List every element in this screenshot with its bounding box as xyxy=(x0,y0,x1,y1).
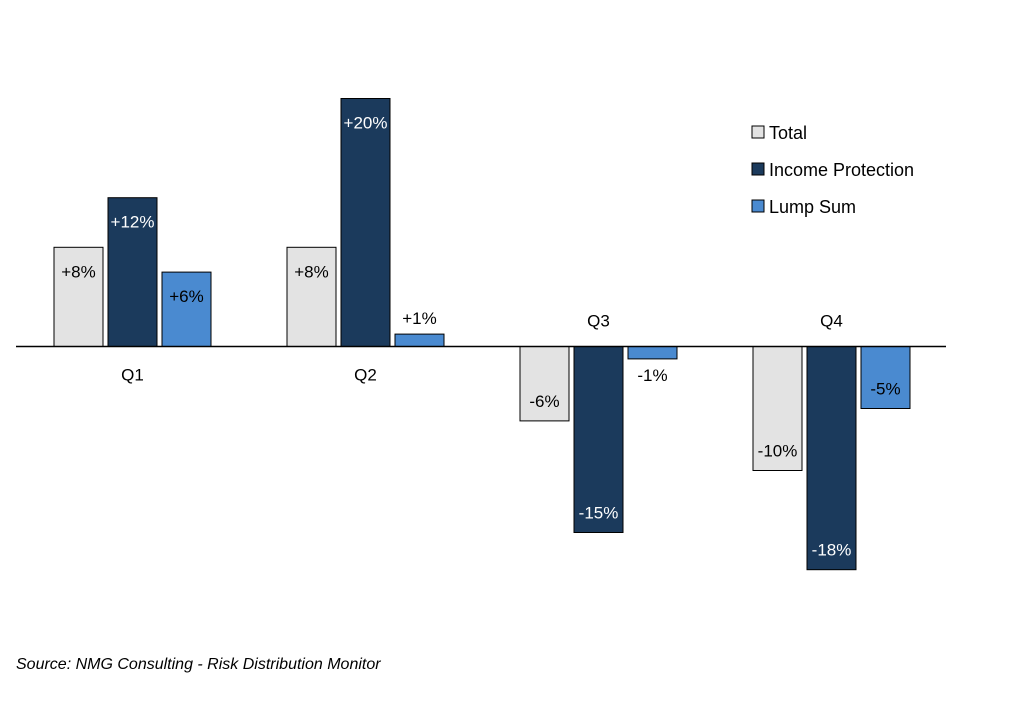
bar-q1-total xyxy=(53,246,104,347)
bar-q3-lump-sum xyxy=(627,346,678,360)
bars-layer xyxy=(53,98,911,571)
bar-q2-lump-sum xyxy=(394,333,445,348)
bar-q3-income-protection xyxy=(573,346,624,533)
category-label-q4: Q4 xyxy=(820,312,843,331)
bar-q1-income-protection xyxy=(107,197,158,347)
data-label-q2-total: +8% xyxy=(294,262,329,281)
bar-q4-income-protection xyxy=(806,346,857,571)
category-label-q2: Q2 xyxy=(354,366,377,385)
bar-q1-lump-sum xyxy=(161,271,212,348)
data-label-q3-income-protection: -15% xyxy=(579,504,619,523)
category-label-q1: Q1 xyxy=(121,366,144,385)
bar-q4-total xyxy=(752,346,803,471)
legend-label-total: Total xyxy=(769,123,807,143)
legend-label-income-protection: Income Protection xyxy=(769,160,914,180)
data-label-q1-income-protection: +12% xyxy=(111,213,155,232)
data-label-q3-total: -6% xyxy=(529,392,559,411)
data-label-q2-income-protection: +20% xyxy=(344,114,388,133)
data-label-q1-lump-sum: +6% xyxy=(169,287,204,306)
legend: Total Income Protection Lump Sum xyxy=(751,123,914,217)
data-label-q2-lump-sum: +1% xyxy=(402,309,437,328)
source-note: Source: NMG Consulting - Risk Distributi… xyxy=(16,656,381,673)
bar-q4-lump-sum xyxy=(860,346,911,409)
legend-label-lump-sum: Lump Sum xyxy=(769,197,856,217)
labels-layer: +8% +12% +6% Q1 +8% +20% +1% Q2 -6% -15% -1% Q3 -10%… xyxy=(61,114,900,560)
bar-q3-total xyxy=(519,346,570,422)
data-label-q4-total: -10% xyxy=(758,442,798,461)
bar-q2-income-protection xyxy=(340,98,391,347)
data-label-q3-lump-sum: -1% xyxy=(637,366,667,385)
category-label-q3: Q3 xyxy=(587,312,610,331)
legend-swatch-income-protection xyxy=(751,162,765,176)
legend-swatch-lump-sum xyxy=(751,199,765,213)
data-label-q1-total: +8% xyxy=(61,262,96,281)
data-label-q4-income-protection: -18% xyxy=(812,541,852,560)
data-label-q4-lump-sum: -5% xyxy=(870,380,900,399)
bar-q2-total xyxy=(286,246,337,347)
legend-swatch-total xyxy=(751,125,765,139)
